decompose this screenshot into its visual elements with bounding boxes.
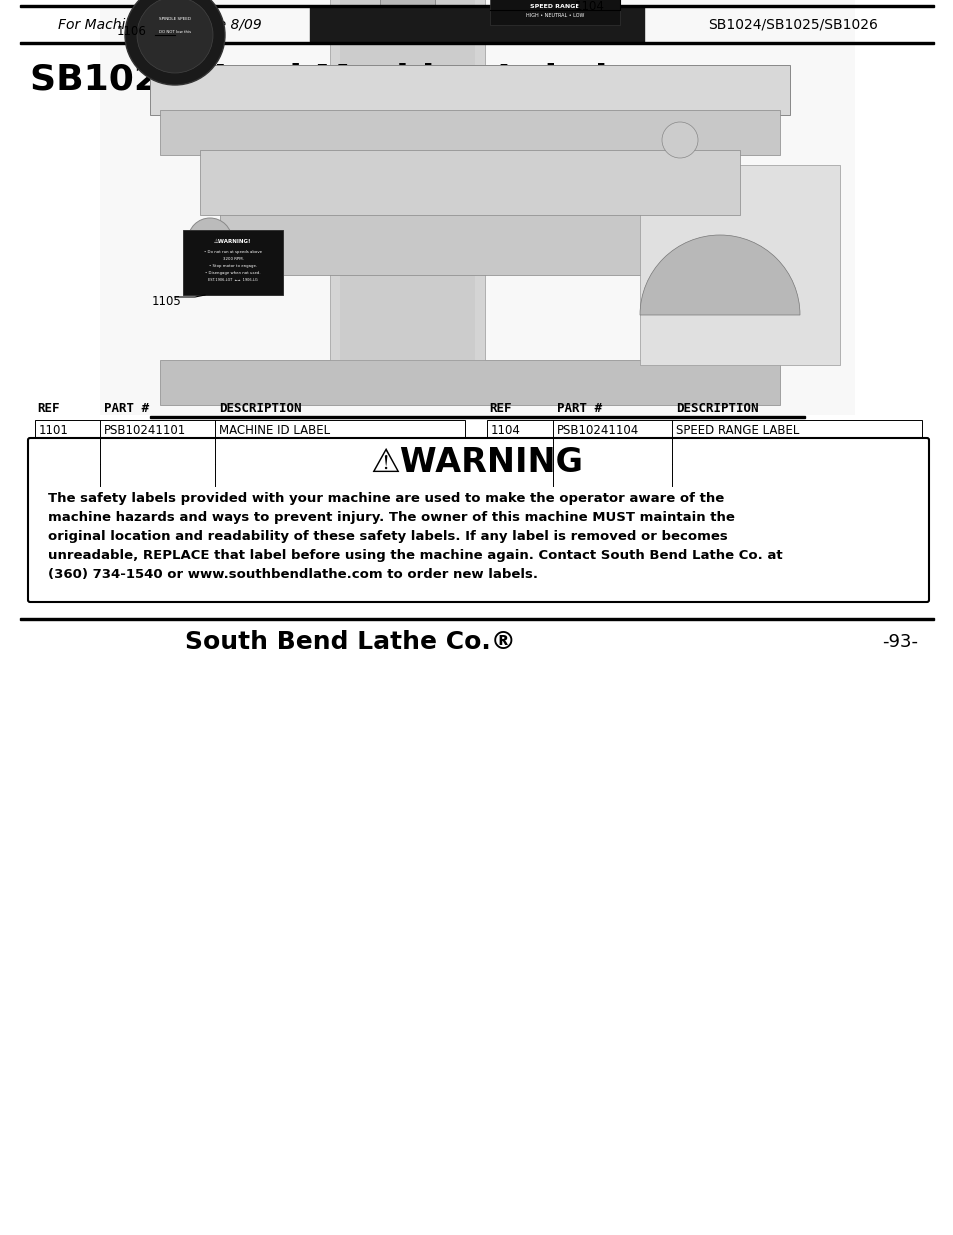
Text: PARTS: PARTS bbox=[445, 16, 508, 33]
Bar bbox=[639, 165, 840, 366]
Text: 1105: 1105 bbox=[491, 447, 520, 459]
FancyBboxPatch shape bbox=[28, 438, 928, 601]
Circle shape bbox=[137, 0, 213, 73]
Bar bbox=[330, 0, 484, 359]
Text: DOWNFEED WARNING LABEL: DOWNFEED WARNING LABEL bbox=[676, 447, 845, 459]
Text: MACHINE ID LABEL: MACHINE ID LABEL bbox=[219, 425, 330, 437]
Text: 1106: 1106 bbox=[117, 25, 147, 38]
Text: 1104: 1104 bbox=[491, 425, 520, 437]
Text: 1103: 1103 bbox=[39, 468, 69, 482]
Text: SPINDLE SPEED: SPINDLE SPEED bbox=[159, 17, 191, 21]
Bar bbox=[379, 0, 435, 25]
Bar bbox=[200, 149, 740, 215]
Text: EYE INJURY HAZARD LABEL: EYE INJURY HAZARD LABEL bbox=[219, 447, 377, 459]
Text: PSB10241101: PSB10241101 bbox=[104, 425, 186, 437]
Text: PART #: PART # bbox=[557, 403, 601, 415]
Text: SPEED RANGE: SPEED RANGE bbox=[530, 4, 579, 9]
Text: PSBLABELO7VL: PSBLABELO7VL bbox=[104, 447, 193, 459]
Text: DESCRIPTION: DESCRIPTION bbox=[219, 403, 301, 415]
Text: machine hazards and ways to prevent injury. The owner of this machine MUST maint: machine hazards and ways to prevent inju… bbox=[48, 511, 734, 524]
Text: South Bend Lathe Co.®: South Bend Lathe Co.® bbox=[184, 630, 515, 655]
Circle shape bbox=[188, 219, 232, 262]
Text: REF: REF bbox=[489, 403, 511, 415]
Bar bbox=[160, 359, 780, 405]
Text: ⚠WARNING: ⚠WARNING bbox=[370, 446, 583, 478]
Bar bbox=[35, 464, 464, 487]
Text: -93-: -93- bbox=[882, 634, 917, 651]
Text: PSB10241104: PSB10241104 bbox=[557, 425, 639, 437]
Bar bbox=[150, 65, 789, 115]
Text: 1102: 1102 bbox=[39, 447, 69, 459]
Bar bbox=[150, 416, 804, 417]
Text: For Machines Mfg. Since 8/09: For Machines Mfg. Since 8/09 bbox=[58, 17, 262, 32]
Text: DESCRIPTION: DESCRIPTION bbox=[676, 403, 758, 415]
Text: (360) 734-1540 or www.southbendlathe.com to order new labels.: (360) 734-1540 or www.southbendlathe.com… bbox=[48, 568, 537, 580]
Text: 1106: 1106 bbox=[491, 468, 520, 482]
Bar bbox=[486, 420, 921, 442]
Wedge shape bbox=[639, 235, 800, 315]
Text: 1104: 1104 bbox=[575, 0, 604, 14]
Bar bbox=[35, 420, 464, 442]
Text: VARIABLE SPINDLE SPEED LABEL: VARIABLE SPINDLE SPEED LABEL bbox=[676, 468, 867, 482]
Bar bbox=[339, 0, 475, 359]
Text: 1101: 1101 bbox=[39, 425, 69, 437]
Text: REF: REF bbox=[37, 403, 59, 415]
Bar bbox=[486, 464, 921, 487]
Bar bbox=[490, 0, 619, 25]
Text: PSB10241106: PSB10241106 bbox=[557, 468, 639, 482]
Text: 1105: 1105 bbox=[152, 295, 182, 308]
Bar bbox=[20, 5, 933, 7]
Text: SB1024 Head Machine Labels: SB1024 Head Machine Labels bbox=[30, 63, 628, 98]
Text: EST.1906-LGT  ←→  1906-LG: EST.1906-LGT ←→ 1906-LG bbox=[208, 278, 257, 282]
Text: DO NOT low this: DO NOT low this bbox=[159, 30, 191, 35]
Text: unreadable, REPLACE that label before using the machine again. Contact South Ben: unreadable, REPLACE that label before us… bbox=[48, 550, 781, 562]
Bar bbox=[20, 42, 933, 44]
Text: ⚠WARNING!: ⚠WARNING! bbox=[214, 240, 252, 245]
Circle shape bbox=[661, 122, 698, 158]
Bar bbox=[183, 230, 283, 295]
Bar bbox=[20, 618, 933, 620]
Text: The safety labels provided with your machine are used to make the operator aware: The safety labels provided with your mac… bbox=[48, 492, 723, 505]
Text: • Disengage when not used.: • Disengage when not used. bbox=[205, 270, 260, 275]
Text: HIGH • NEUTRAL • LOW: HIGH • NEUTRAL • LOW bbox=[525, 14, 583, 19]
Text: original location and readability of these safety labels. If any label is remove: original location and readability of the… bbox=[48, 530, 727, 543]
Text: • Do not run at speeds above: • Do not run at speeds above bbox=[204, 249, 262, 254]
Text: READ MANUAL LABEL: READ MANUAL LABEL bbox=[219, 468, 345, 482]
Bar bbox=[486, 442, 921, 464]
Text: • Stop motor to engage.: • Stop motor to engage. bbox=[209, 264, 256, 268]
Bar bbox=[220, 210, 720, 275]
Text: SPEED RANGE LABEL: SPEED RANGE LABEL bbox=[676, 425, 799, 437]
Text: PART #: PART # bbox=[104, 403, 149, 415]
Bar bbox=[310, 7, 643, 42]
Text: 3200 RPM.: 3200 RPM. bbox=[222, 257, 243, 261]
Text: PSBLABELO1VL: PSBLABELO1VL bbox=[104, 468, 193, 482]
Text: PSB10241105: PSB10241105 bbox=[557, 447, 639, 459]
Bar bbox=[100, 0, 854, 415]
Circle shape bbox=[125, 0, 225, 85]
Bar bbox=[160, 110, 780, 156]
Bar bbox=[35, 442, 464, 464]
Text: SB1024/SB1025/SB1026: SB1024/SB1025/SB1026 bbox=[707, 17, 877, 32]
